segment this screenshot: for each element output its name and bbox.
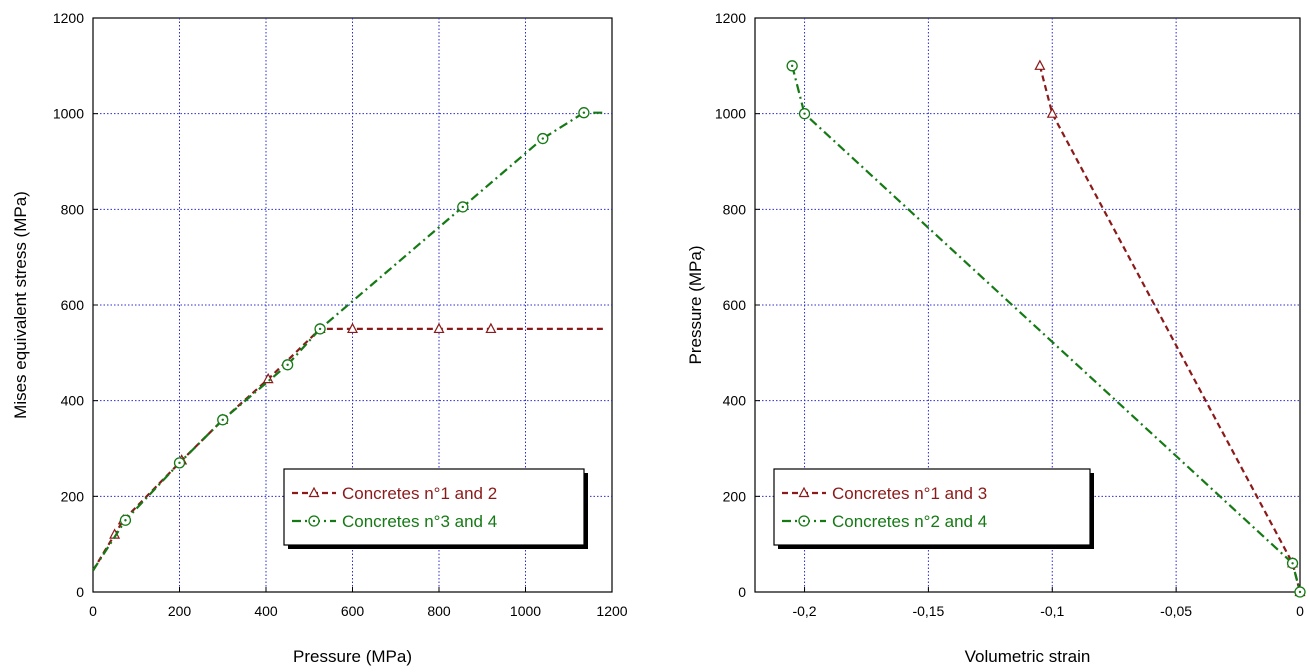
x-tick-label: -0,2 xyxy=(792,603,816,619)
x-tick-label: 800 xyxy=(427,603,451,619)
x-tick-label: 200 xyxy=(168,603,192,619)
x-tick-label: -0,05 xyxy=(1160,603,1192,619)
y-tick-label: 200 xyxy=(723,488,747,504)
legend-marker-2 xyxy=(308,515,320,527)
left-chart: 0 200 400 600 800 1000 1200 0 200 400 600 800 1000 12… xyxy=(11,10,628,666)
series-1-point xyxy=(1034,59,1046,70)
x-tick-label: 1000 xyxy=(510,603,541,619)
x-axis-title: Volumetric strain xyxy=(965,647,1091,666)
y-tick-label: 0 xyxy=(76,584,84,600)
marker-dot xyxy=(318,327,322,331)
series-line-2 xyxy=(92,111,604,572)
legend-marker-1 xyxy=(308,486,320,498)
y-tick-label: 800 xyxy=(61,201,85,217)
series-2-point xyxy=(537,132,549,145)
series-2-point xyxy=(786,60,798,72)
marker-dot xyxy=(790,64,794,68)
x-tick-label: 0 xyxy=(1296,603,1304,619)
marker-dot xyxy=(461,205,464,209)
series-1-point xyxy=(433,322,445,334)
legend-marker-1 xyxy=(798,486,810,498)
series-line-2 xyxy=(791,65,1302,593)
series-2-point xyxy=(217,414,229,426)
marker-dot xyxy=(312,519,316,523)
y-tick-label: 1200 xyxy=(715,10,746,26)
y-tick-label: 600 xyxy=(723,297,747,313)
marker-dot xyxy=(178,461,181,465)
x-axis-title: Pressure (MPa) xyxy=(293,647,412,666)
x-tick-label: 1200 xyxy=(596,603,627,619)
marker-dot xyxy=(286,363,289,366)
series-1-point xyxy=(347,322,358,334)
series-2-point xyxy=(457,201,469,213)
series-2-point xyxy=(1286,557,1299,569)
legend-box xyxy=(773,468,1091,546)
right-chart: -0,2 -0,15 -0,1 -0,05 0 0 200 400 600 800 1000 1200… xyxy=(686,10,1306,666)
marker-dot xyxy=(541,137,544,140)
series-1-point xyxy=(1046,107,1058,118)
marker-dot xyxy=(221,418,224,421)
marker-dot xyxy=(802,519,806,523)
series-2-point xyxy=(173,457,186,469)
legend-box xyxy=(283,468,585,546)
marker-dot xyxy=(582,111,586,114)
legend-marker-2 xyxy=(798,515,810,527)
series-2-point xyxy=(281,359,294,371)
marker-dot xyxy=(124,519,127,522)
legend-label-2: Concretes n°3 and 4 xyxy=(342,512,497,531)
y-tick-label: 400 xyxy=(723,393,747,409)
x-tick-label: -0,15 xyxy=(912,603,944,619)
legend-label-1: Concretes n°1 and 3 xyxy=(832,484,987,503)
series-2-point xyxy=(314,323,326,335)
series-2-point xyxy=(1294,586,1306,598)
x-tick-label: 400 xyxy=(254,603,278,619)
marker-dot xyxy=(1291,562,1294,565)
y-tick-label: 800 xyxy=(723,201,747,217)
legend: Concretes n°1 and 2 Concretes n°3 and 4 xyxy=(283,468,588,549)
x-tick-label: 600 xyxy=(341,603,365,619)
marker-dot xyxy=(1298,590,1302,594)
y-tick-label: 400 xyxy=(61,393,85,409)
x-tick-label: 0 xyxy=(89,603,97,619)
x-tick-label: -0,1 xyxy=(1040,603,1064,619)
legend: Concretes n°1 and 3 Concretes n°2 and 4 xyxy=(773,468,1094,549)
y-tick-label: 0 xyxy=(738,584,746,600)
y-tick-label: 600 xyxy=(61,297,85,313)
legend-label-2: Concretes n°2 and 4 xyxy=(832,512,987,531)
series-2-point xyxy=(578,107,590,119)
y-tick-label: 200 xyxy=(61,488,85,504)
series-2-point xyxy=(798,108,811,120)
series-1-point xyxy=(485,322,497,334)
y-tick-label: 1000 xyxy=(53,106,84,122)
series-2-point xyxy=(119,514,132,526)
y-axis-title: Mises equivalent stress (MPa) xyxy=(11,191,30,419)
y-tick-label: 1200 xyxy=(53,10,84,26)
y-axis-title: Pressure (MPa) xyxy=(686,245,705,364)
y-tick-label: 1000 xyxy=(715,106,746,122)
legend-label-1: Concretes n°1 and 2 xyxy=(342,484,497,503)
marker-dot xyxy=(803,112,806,115)
